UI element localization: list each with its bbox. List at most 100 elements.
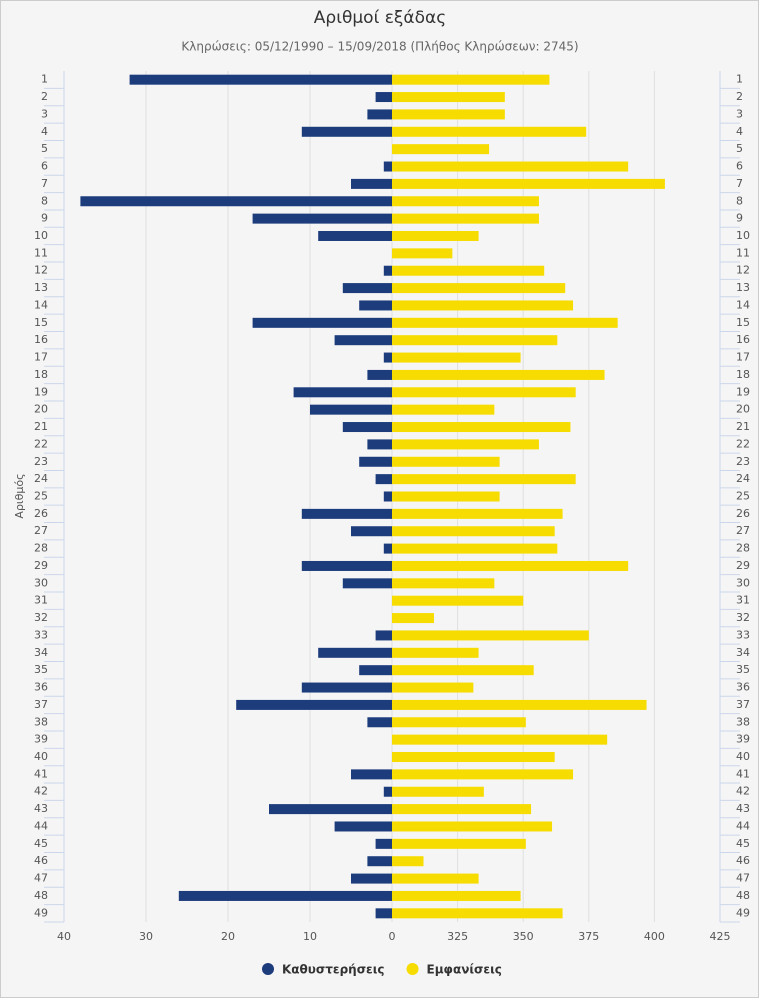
y-tick-label: 29 [34, 559, 48, 572]
y-tick-label: 37 [736, 698, 750, 711]
bar [392, 404, 495, 415]
y-tick-label: 22 [34, 437, 48, 450]
y-tick-label: 14 [34, 298, 48, 311]
x-tick-label: 40 [57, 930, 71, 943]
bar [310, 404, 392, 415]
y-tick-label: 42 [736, 785, 750, 798]
y-tick-label: 8 [41, 194, 48, 207]
y-tick-label: 30 [736, 576, 750, 589]
bar [392, 248, 453, 259]
y-tick-label: 32 [34, 611, 48, 624]
bar [392, 109, 505, 120]
bar [392, 161, 629, 172]
bar [359, 300, 392, 311]
bar [392, 335, 558, 346]
bar [392, 439, 539, 450]
y-tick-label: 38 [736, 715, 750, 728]
bar [392, 74, 550, 85]
bar [392, 595, 524, 606]
bar [392, 873, 479, 884]
bar [351, 769, 392, 780]
bar [301, 126, 392, 137]
y-tick-label: 1 [736, 73, 743, 86]
y-tick-label: 2 [736, 90, 743, 103]
x-tick-label: 325 [447, 930, 468, 943]
bar [301, 560, 392, 571]
bar [367, 109, 392, 120]
bar [392, 196, 539, 207]
y-tick-label: 34 [34, 646, 48, 659]
y-axis-label: Αριθμός [13, 473, 26, 518]
y-tick-label: 32 [736, 611, 750, 624]
bar [252, 213, 392, 224]
bar [375, 838, 392, 849]
bar [383, 352, 392, 363]
x-tick-label: 375 [578, 930, 599, 943]
y-tick-label: 4 [41, 125, 48, 138]
y-tick-label: 41 [34, 767, 48, 780]
y-tick-label: 33 [736, 628, 750, 641]
y-tick-label: 30 [34, 576, 48, 589]
y-tick-label: 45 [736, 837, 750, 850]
y-tick-label: 5 [41, 142, 48, 155]
y-tick-label: 47 [34, 872, 48, 885]
x-tick-label: 0 [389, 930, 396, 943]
y-tick-label: 47 [736, 872, 750, 885]
bar [367, 856, 392, 867]
y-tick-label: 20 [736, 403, 750, 416]
y-tick-label: 45 [34, 837, 48, 850]
bar [392, 144, 490, 155]
bar [342, 283, 392, 294]
y-tick-label: 1 [41, 73, 48, 86]
bar [392, 752, 555, 763]
y-tick-label: 20 [34, 403, 48, 416]
bar [392, 838, 526, 849]
y-tick-label: 21 [736, 420, 750, 433]
y-tick-label: 21 [34, 420, 48, 433]
y-tick-label: 31 [736, 594, 750, 607]
y-tick-label: 26 [34, 507, 48, 520]
legend-label: Καθυστερήσεις [282, 963, 385, 977]
bar [392, 578, 495, 589]
y-tick-label: 38 [34, 715, 48, 728]
y-tick-label: 49 [736, 906, 750, 919]
bar [351, 526, 392, 537]
bar [80, 196, 393, 207]
bar [392, 769, 574, 780]
bar [392, 265, 545, 276]
y-tick-label: 6 [736, 160, 743, 173]
y-tick-label: 26 [736, 507, 750, 520]
y-tick-label: 46 [736, 854, 750, 867]
bar [392, 92, 505, 103]
bar [301, 508, 392, 519]
bar [392, 560, 629, 571]
bar [392, 665, 534, 676]
y-tick-label: 12 [34, 264, 48, 277]
bar [392, 369, 605, 380]
x-tick-label: 350 [513, 930, 534, 943]
bar [236, 699, 392, 710]
y-tick-label: 33 [34, 628, 48, 641]
bar [375, 92, 392, 103]
y-tick-label: 29 [736, 559, 750, 572]
y-tick-label: 17 [34, 351, 48, 364]
bar [342, 578, 392, 589]
bar [392, 682, 474, 693]
y-tick-label: 31 [34, 594, 48, 607]
y-tick-label: 11 [34, 246, 48, 259]
bar [392, 300, 574, 311]
x-tick-label: 425 [710, 930, 731, 943]
y-tick-label: 42 [34, 785, 48, 798]
bar [392, 422, 571, 433]
y-tick-label: 44 [736, 819, 750, 832]
y-tick-label: 49 [34, 906, 48, 919]
y-tick-label: 10 [736, 229, 750, 242]
y-tick-label: 48 [34, 889, 48, 902]
y-tick-label: 14 [736, 298, 750, 311]
bar [392, 630, 589, 641]
y-tick-label: 10 [34, 229, 48, 242]
bar [351, 178, 392, 189]
bar [392, 526, 555, 537]
y-tick-label: 44 [34, 819, 48, 832]
